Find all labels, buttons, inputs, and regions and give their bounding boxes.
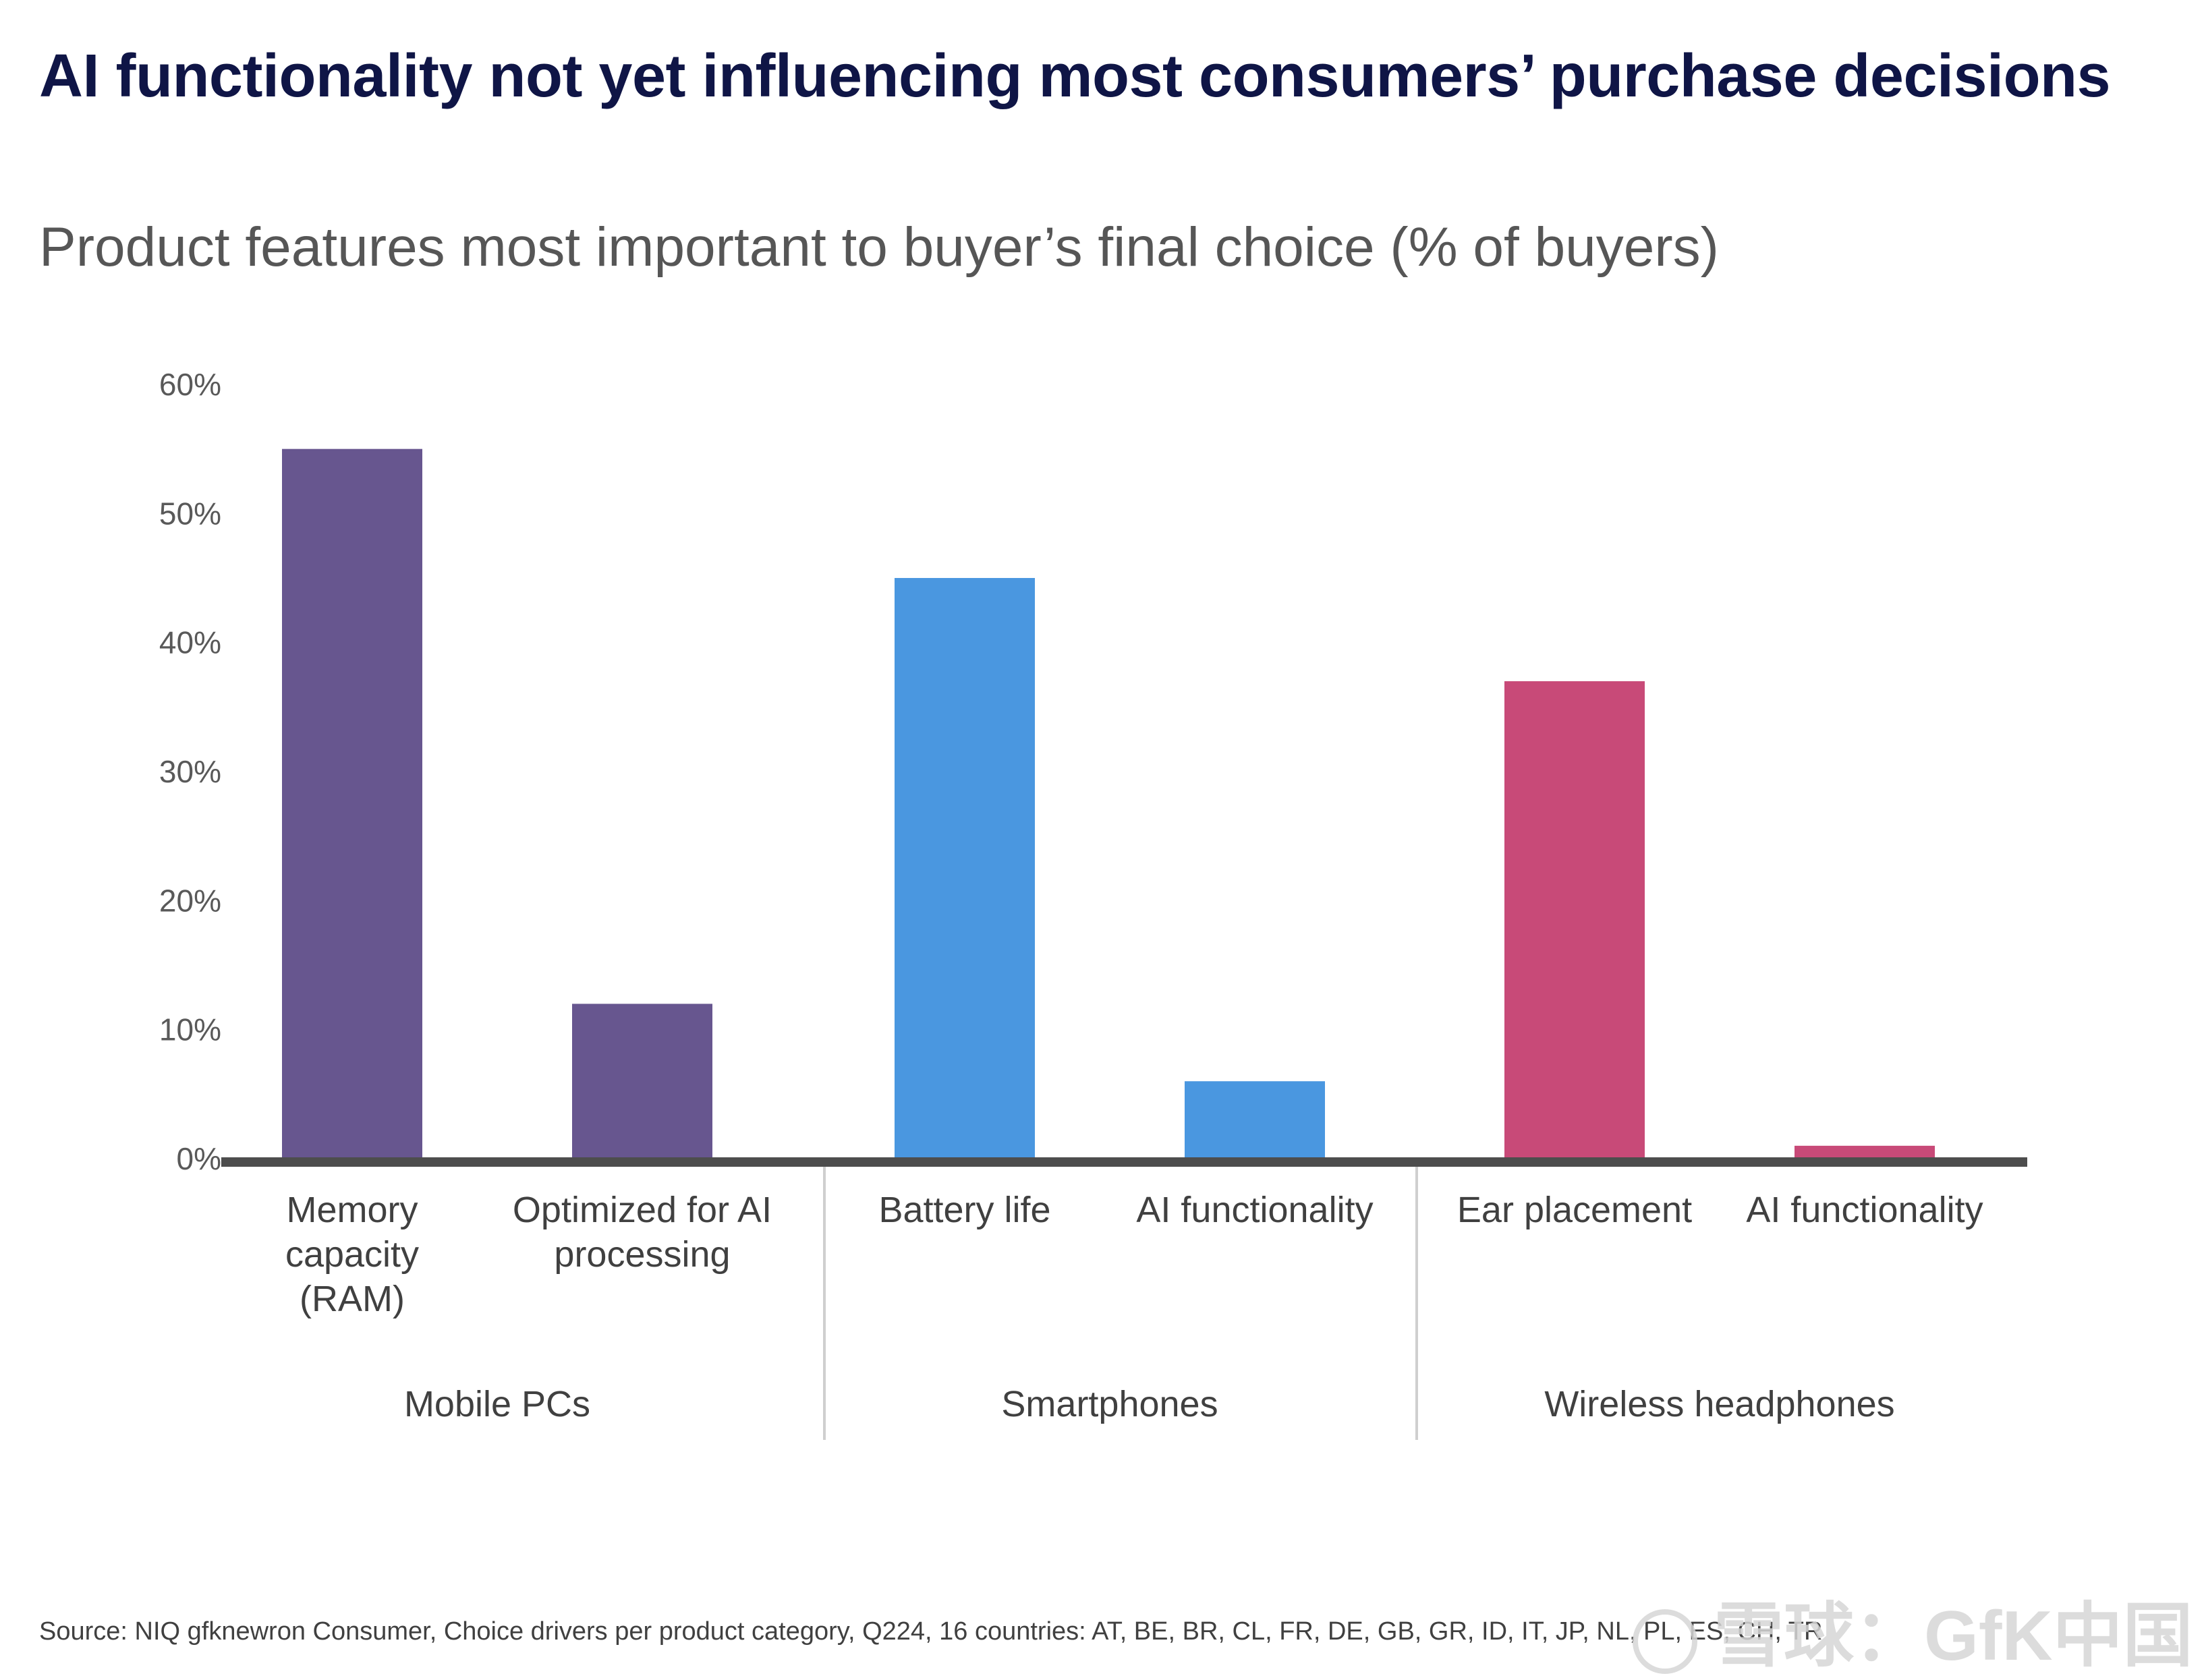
x-tick-label: AI functionality bbox=[1136, 1190, 1373, 1230]
group-label: Mobile PCs bbox=[404, 1384, 590, 1424]
y-tick-label: 50% bbox=[159, 496, 221, 531]
x-tick-label: Optimized for AI bbox=[513, 1190, 772, 1230]
x-tick-label: processing bbox=[554, 1234, 730, 1275]
x-tick-label: Battery life bbox=[878, 1190, 1050, 1230]
y-axis-ticks: 0% 10% 20% 30% 40% 50% 60% bbox=[159, 367, 221, 1176]
bar-chart: 0% 10% 20% 30% 40% 50% 60% Memorycapacity(RAM)… bbox=[159, 367, 2027, 1440]
bar bbox=[1185, 1081, 1325, 1159]
y-tick-label: 10% bbox=[159, 1012, 221, 1047]
source-note: Source: NIQ gfknewron Consumer, Choice d… bbox=[39, 1617, 1823, 1646]
bars bbox=[282, 448, 1935, 1159]
x-axis bbox=[221, 1157, 2027, 1167]
x-tick-label: (RAM) bbox=[300, 1279, 405, 1319]
y-tick-label: 40% bbox=[159, 625, 221, 660]
bar bbox=[572, 1004, 712, 1159]
y-tick-label: 30% bbox=[159, 754, 221, 789]
watermark: 雪球：GfK中国 bbox=[1633, 1578, 2193, 1680]
x-tick-label: AI functionality bbox=[1746, 1190, 1983, 1230]
y-tick-label: 0% bbox=[177, 1141, 221, 1176]
x-axis-line bbox=[221, 1157, 2027, 1167]
chart-title: AI functionality not yet influencing mos… bbox=[39, 42, 2111, 110]
chart-subtitle: Product features most important to buyer… bbox=[39, 216, 1719, 278]
group-label: Wireless headphones bbox=[1544, 1384, 1894, 1424]
bar bbox=[282, 448, 422, 1159]
group-label: Smartphones bbox=[1001, 1384, 1218, 1424]
bar bbox=[1795, 1145, 1935, 1159]
x-tick-label: capacity bbox=[285, 1234, 419, 1275]
x-tick-label: Ear placement bbox=[1457, 1190, 1692, 1230]
x-tick-label: Memory bbox=[286, 1190, 418, 1230]
y-tick-label: 60% bbox=[159, 367, 221, 402]
bar bbox=[895, 578, 1035, 1159]
group-labels: Mobile PCs Smartphones Wireless headphones bbox=[404, 1384, 1895, 1424]
y-tick-label: 20% bbox=[159, 883, 221, 918]
watermark-logo-icon bbox=[1633, 1609, 1697, 1674]
bar bbox=[1504, 681, 1645, 1159]
watermark-text: 雪球：GfK中国 bbox=[1714, 1597, 2193, 1675]
group-separators bbox=[823, 1167, 1418, 1440]
